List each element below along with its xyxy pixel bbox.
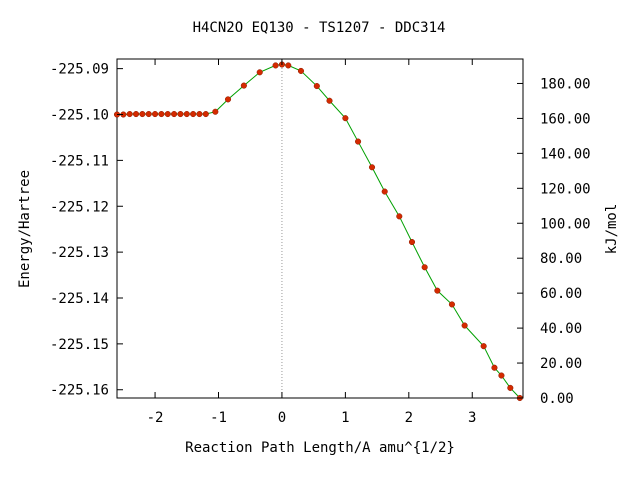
data-point <box>202 110 209 118</box>
data-point <box>381 188 388 195</box>
x-tick-label: 2 <box>405 410 413 426</box>
y-tick-label: -225.09 <box>50 62 109 78</box>
data-point <box>313 83 320 90</box>
y-tick-label: -225.15 <box>50 337 109 353</box>
data-point <box>177 110 184 118</box>
x-tick-label: 3 <box>468 410 476 426</box>
y2-tick-label: 80.00 <box>540 251 582 267</box>
data-point <box>368 164 376 171</box>
y2-tick-label: 20.00 <box>540 356 582 372</box>
data-point <box>396 213 403 220</box>
data-point <box>196 110 203 118</box>
y-tick-label: -225.12 <box>50 199 109 215</box>
data-point <box>480 343 487 350</box>
y2-tick-label: 160.00 <box>540 111 591 127</box>
plot-area <box>113 58 524 402</box>
y2-tick-label: 0.00 <box>540 391 574 407</box>
data-point <box>297 67 305 74</box>
x-axis-label: Reaction Path Length/A amu^{1/2} <box>185 440 455 456</box>
data-point <box>272 62 279 69</box>
data-point <box>145 110 152 118</box>
y-tick-label: -225.11 <box>50 153 109 169</box>
y2-tick-label: 40.00 <box>540 321 582 337</box>
axis-ticks: -2 -1 0 1 2 3 -225.16 -225.15 -225.14 -225.13 -225… <box>50 59 591 426</box>
data-point <box>190 110 197 118</box>
y2-tick-label: 140.00 <box>540 146 591 162</box>
data-point <box>224 96 232 103</box>
data-point <box>183 110 190 118</box>
data-point <box>434 287 441 294</box>
data-point <box>139 110 146 118</box>
data-point <box>285 62 292 69</box>
data-point <box>126 110 133 118</box>
data-point <box>212 108 219 115</box>
data-point <box>498 372 505 379</box>
data-point <box>171 110 178 118</box>
y-tick-label: -225.13 <box>50 245 109 261</box>
energy-series-line <box>117 63 521 399</box>
data-point <box>491 364 498 371</box>
data-point <box>326 97 333 104</box>
data-point <box>164 110 171 118</box>
y2-tick-label: 60.00 <box>540 286 582 302</box>
data-point <box>240 82 247 89</box>
x-tick-label: 0 <box>278 410 286 426</box>
data-point <box>408 238 416 246</box>
data-point <box>461 322 468 329</box>
data-point <box>158 110 165 118</box>
data-point <box>132 110 140 118</box>
x-tick-label: -2 <box>147 410 164 426</box>
plot-frame <box>116 58 524 399</box>
y2-axis-label: kJ/mol <box>604 204 620 255</box>
data-point <box>355 138 362 145</box>
y2-tick-label: 100.00 <box>540 216 591 232</box>
data-point <box>421 264 428 271</box>
y-tick-label: -225.10 <box>50 108 109 124</box>
x-tick-label: 1 <box>341 410 349 426</box>
x-tick-label: -1 <box>210 410 227 426</box>
data-point <box>256 69 263 76</box>
data-point <box>152 110 159 118</box>
data-point <box>448 301 456 308</box>
data-point <box>342 115 349 122</box>
chart-title: H4CN2O EQ130 - TS1207 - DDC314 <box>193 20 446 36</box>
y2-tick-label: 180.00 <box>540 76 591 92</box>
y-tick-label: -225.14 <box>50 291 109 307</box>
y-tick-label: -225.16 <box>50 383 109 399</box>
y2-tick-label: 120.00 <box>540 181 591 197</box>
data-point <box>507 384 514 391</box>
y-axis-label: Energy/Hartree <box>17 170 33 288</box>
